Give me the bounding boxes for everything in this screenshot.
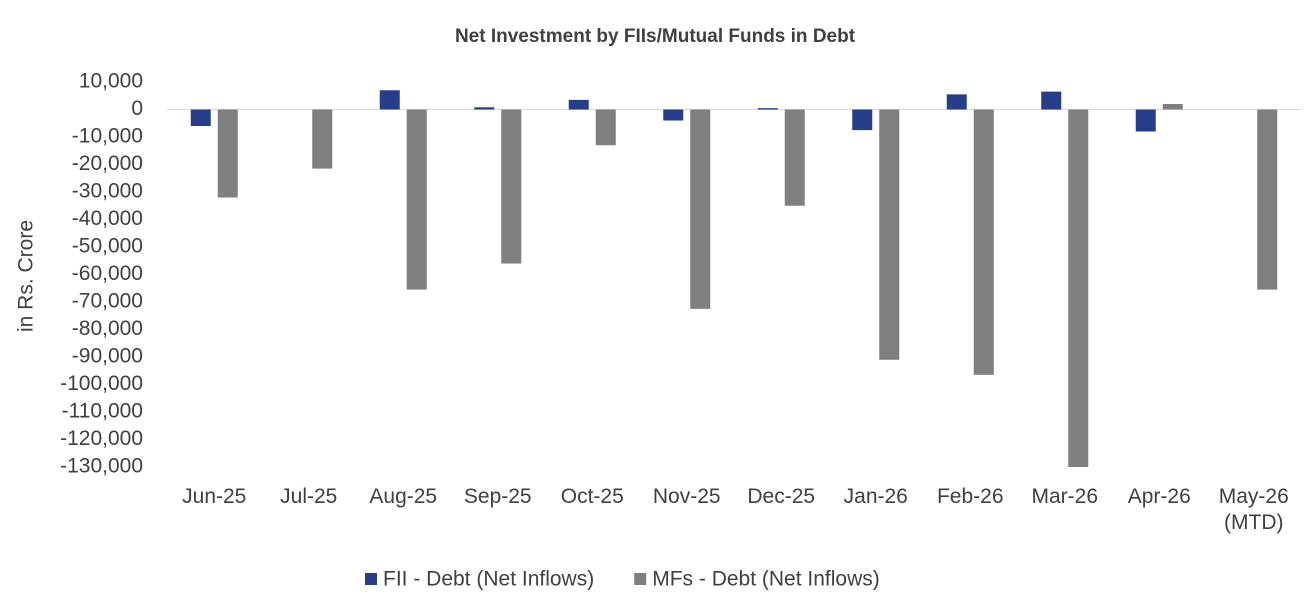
x-tick-label: Nov-25: [652, 485, 721, 508]
legend-swatch: [634, 573, 647, 585]
y-tick-label: -10,000: [72, 125, 143, 148]
x-tick-label: Mar-26: [1031, 485, 1099, 508]
bar: [784, 109, 805, 206]
bar: [1068, 109, 1089, 467]
y-tick-label: -100,000: [60, 372, 143, 395]
legend-label: MFs - Debt (Net Inflows): [652, 568, 880, 591]
bar: [379, 90, 400, 110]
y-tick-label: -110,000: [62, 400, 143, 423]
bar: [1135, 109, 1156, 132]
bar: [1257, 109, 1278, 290]
y-tick-label: -60,000: [72, 262, 143, 285]
legend-swatch: [365, 573, 377, 585]
bar: [879, 109, 900, 360]
bar: [852, 109, 873, 131]
x-tick-label: Feb-26: [936, 485, 1004, 508]
bar: [190, 109, 211, 126]
bar: [406, 109, 427, 290]
x-tick-label: May-26 (MTD): [1218, 485, 1289, 534]
y-tick-label: -70,000: [72, 290, 143, 313]
x-tick-label: Dec-25: [747, 485, 816, 508]
x-tick-label: Jan-26: [843, 485, 908, 508]
y-tick-label: -20,000: [72, 152, 143, 175]
bar: [973, 109, 994, 375]
y-tick-label: -120,000: [60, 427, 143, 450]
y-tick-label: -130,000: [60, 455, 143, 478]
chart-title: Net Investment by FIIs/Mutual Funds in D…: [455, 26, 856, 47]
bar: [1041, 91, 1062, 110]
y-tick-label: 0: [131, 97, 143, 120]
x-tick-label: Aug-25: [369, 485, 438, 508]
bar: [217, 109, 238, 198]
y-tick-label: -90,000: [72, 345, 143, 368]
y-tick-label: 10,000: [79, 70, 143, 93]
legend-label: FII - Debt (Net Inflows): [383, 568, 594, 591]
x-tick-label: Jun-25: [182, 485, 247, 508]
bar: [690, 109, 711, 309]
bar: [501, 109, 522, 264]
y-tick-label: -30,000: [72, 180, 143, 203]
bar: [946, 94, 967, 110]
x-tick-label: Sep-25: [463, 485, 532, 508]
y-tick-label: -40,000: [72, 207, 143, 230]
y-tick-label: -50,000: [72, 235, 143, 258]
x-tick-label: Jul-25: [280, 485, 338, 508]
bar: [474, 107, 495, 110]
bar: [663, 109, 684, 121]
bar: [757, 108, 778, 110]
y-axis-label: in Rs. Crore: [15, 220, 38, 332]
bar: [595, 109, 616, 146]
x-tick-label: Apr-26: [1127, 485, 1191, 508]
bar: [1162, 104, 1183, 110]
y-tick-label: -80,000: [72, 317, 143, 340]
x-tick-label: Oct-25: [560, 485, 624, 508]
bar: [312, 109, 333, 169]
bar: [568, 99, 589, 110]
